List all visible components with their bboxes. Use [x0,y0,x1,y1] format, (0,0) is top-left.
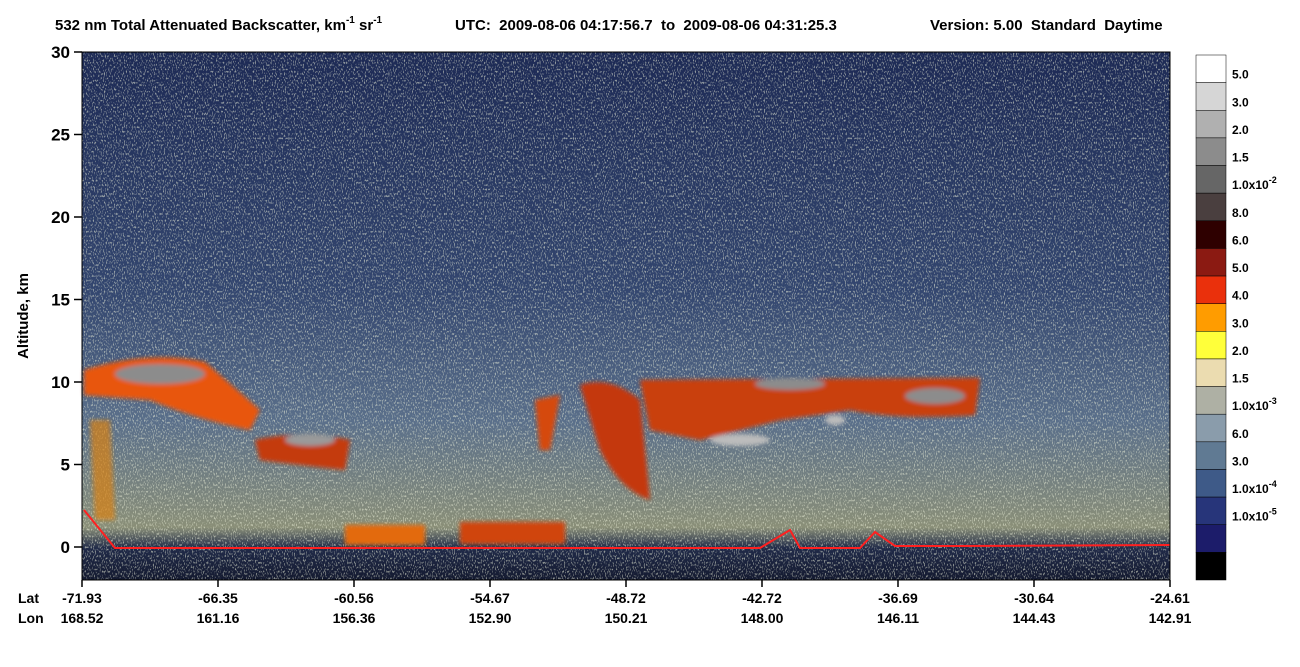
colorbar-swatch [1195,413,1227,443]
lon-label: 146.11 [877,610,919,626]
colorbar-label-text: 3.0 [1232,316,1249,330]
colorbar-swatch [1195,110,1227,139]
colorbar-label-exponent: -3 [1269,396,1277,406]
colorbar-label: 1.0x10-4 [1232,479,1277,496]
lat-label: -60.56 [334,590,374,606]
colorbar-label: 3.0 [1232,316,1249,330]
plot-area [81,51,1171,581]
colorbar-label-text: 1.0x10 [1232,510,1269,524]
x-row-label: Lon [18,610,44,626]
colorbar-label-exponent: -2 [1269,175,1277,185]
y-tick-label: 5 [61,456,70,475]
colorbar-label: 1.5 [1232,151,1249,165]
surface-line [83,509,1171,549]
lon-label: 148.00 [741,610,784,626]
colorbar-label-text: 1.5 [1232,151,1249,165]
colorbar-label-exponent: -4 [1269,479,1277,489]
colorbar-swatch [1195,137,1227,166]
colorbar-label: 3.0 [1232,454,1249,468]
colorbar-label-text: 2.0 [1232,123,1249,137]
lat-label: -71.93 [62,590,102,606]
y-axis-label: Altitude, km [15,273,32,359]
colorbar-swatch [1195,165,1227,194]
lat-label: -30.64 [1014,590,1054,606]
colorbar-label: 1.5 [1232,372,1249,386]
y-tick-label: 25 [51,126,70,145]
colorbar-label-text: 5.0 [1232,68,1249,82]
title-part: -1 [346,15,355,26]
lon-label: 168.52 [61,610,104,626]
colorbar-swatch [1195,441,1227,470]
colorbar-swatch [1195,248,1227,277]
colorbar-label-text: 6.0 [1232,233,1249,247]
colorbar-swatch [1195,82,1227,111]
colorbar-label-text: 1.0x10 [1232,399,1269,413]
colorbar-swatch [1195,358,1227,387]
y-tick-label: 15 [51,291,70,310]
colorbar-label-text: 8.0 [1232,206,1249,220]
colorbar-label: 1.0x10-3 [1232,396,1277,413]
colorbar-swatch [1195,220,1227,249]
lon-label: 152.90 [469,610,512,626]
chart-title: 532 nm Total Attenuated Backscatter, km-… [55,15,383,34]
colorbar-label: 6.0 [1232,427,1249,441]
colorbar-label-exponent: -5 [1269,507,1277,517]
lat-label: -54.67 [470,590,510,606]
colorbar-label: 8.0 [1232,206,1249,220]
colorbar-label: 5.0 [1232,68,1249,82]
colorbar-swatch [1195,275,1227,304]
colorbar-label-text: 3.0 [1232,95,1249,109]
y-tick-label: 20 [51,208,70,227]
colorbar-label-text: 2.0 [1232,344,1249,358]
y-tick-label: 0 [61,538,70,557]
colorbar-label-text: 6.0 [1232,427,1249,441]
colorbar-label-text: 4.0 [1232,289,1249,303]
chart-subtitle: UTC: 2009-08-06 04:17:56.7 to 2009-08-06… [455,17,837,34]
colorbar-swatch [1195,192,1227,222]
title-part: sr [355,17,374,34]
colorbar-label-text: 5.0 [1232,261,1249,275]
colorbar-label-text: 1.0x10 [1232,178,1269,192]
lon-label: 161.16 [197,610,240,626]
noise [82,52,1170,580]
title-part: 532 nm Total Attenuated Backscatter, km [55,17,346,34]
lon-label: 150.21 [605,610,648,626]
colorbar-label: 5.0 [1232,261,1249,275]
colorbar-swatch [1195,524,1227,553]
colorbar-label: 2.0 [1232,123,1249,137]
lon-label: 142.91 [1149,610,1192,626]
lon-label: 156.36 [333,610,376,626]
colorbar-swatch [1195,552,1227,581]
lat-label: -42.72 [742,590,782,606]
x-row-label: Lat [18,590,39,606]
y-tick-label: 30 [51,43,70,62]
title-part: -1 [373,15,382,26]
colorbar-label: 6.0 [1232,233,1249,247]
colorbar-swatch [1195,331,1227,360]
y-tick-label: 10 [51,373,70,392]
colorbar-swatch [1195,496,1227,525]
lat-label: -24.61 [1150,590,1190,606]
colorbar-swatch [1195,54,1227,83]
colorbar-label-text: 3.0 [1232,454,1249,468]
colorbar-label: 2.0 [1232,344,1249,358]
lat-label: -36.69 [878,590,918,606]
colorbar-swatch [1195,469,1227,498]
colorbar-swatch [1195,303,1227,332]
colorbar-label-text: 1.0x10 [1232,482,1269,496]
lon-label: 144.43 [1013,610,1056,626]
version: Version: 5.00 Standard Daytime [930,17,1163,34]
colorbar-label: 1.0x10-5 [1232,507,1277,524]
colorbar-swatch [1195,386,1227,415]
colorbar-label: 1.0x10-2 [1232,175,1277,192]
lat-label: -66.35 [198,590,238,606]
lat-label: -48.72 [606,590,646,606]
colorbar-label-text: 1.5 [1232,372,1249,386]
colorbar-label: 4.0 [1232,289,1249,303]
cloud-layers [84,357,980,545]
colorbar-label: 3.0 [1232,95,1249,109]
